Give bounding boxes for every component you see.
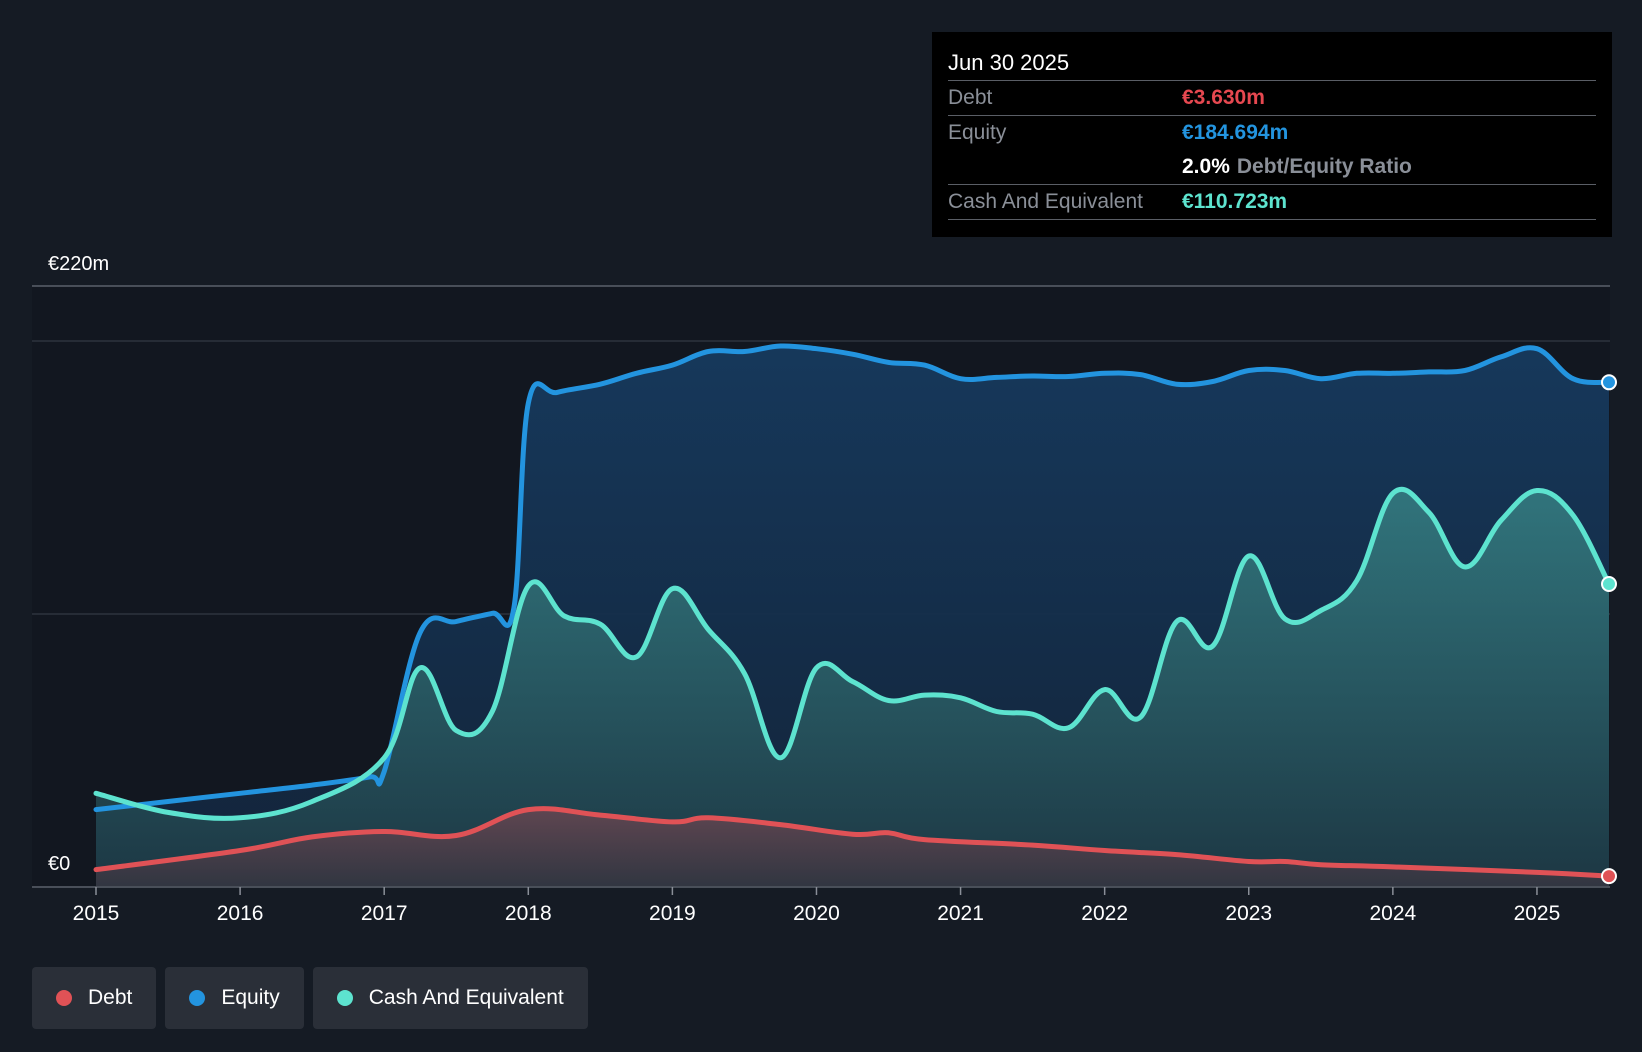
x-tick-label: 2015 <box>73 902 120 925</box>
legend-label-cash: Cash And Equivalent <box>368 986 564 1009</box>
legend: Debt Equity Cash And Equivalent <box>32 967 597 1029</box>
tooltip-ratio-value: 2.0% <box>1182 155 1230 178</box>
tooltip-cash-value: €110.723m <box>1182 190 1288 213</box>
x-tick-label: 2023 <box>1225 902 1272 925</box>
y-axis-top-label: €220m <box>48 253 109 275</box>
x-tick-label: 2021 <box>937 902 984 925</box>
tooltip-row-cash: Cash And Equivalent €110.723m <box>948 184 1596 220</box>
debt-area <box>96 808 1609 886</box>
tooltip-date: Jun 30 2025 <box>948 50 1070 75</box>
equity-line <box>93 343 1612 813</box>
equity-end-marker[interactable] <box>1601 374 1617 391</box>
tooltip-debt-value: €3.630m <box>1182 86 1265 109</box>
tooltip-cash-label: Cash And Equivalent <box>948 190 1143 213</box>
tooltip-debt-label: Debt <box>948 86 993 109</box>
tooltip-equity-value: €184.694m <box>1182 121 1289 144</box>
legend-item-equity[interactable]: Equity <box>165 967 304 1029</box>
cash-area <box>96 489 1609 886</box>
x-tick-label: 2017 <box>361 902 408 925</box>
x-tick-label: 2016 <box>217 902 264 925</box>
tooltip-panel: Jun 30 2025 Debt €3.630m Equity €184.694… <box>932 32 1612 237</box>
x-tick-label: 2019 <box>649 902 696 925</box>
legend-dot-equity <box>189 990 206 1006</box>
y-axis-zero-label: €0 <box>48 853 70 875</box>
debt-end-marker[interactable] <box>1601 868 1617 885</box>
legend-label-equity: Equity <box>221 986 280 1009</box>
cash-end-marker[interactable] <box>1601 576 1617 592</box>
tooltip-row-debt: Debt €3.630m <box>948 80 1596 115</box>
x-tick-label: 2020 <box>793 902 840 925</box>
legend-dot-cash <box>336 990 353 1006</box>
legend-label-debt: Debt <box>88 986 133 1009</box>
tooltip-ratio-label: Debt/Equity Ratio <box>1236 155 1412 178</box>
x-tick-label: 2025 <box>1514 902 1561 925</box>
tooltip-row-ratio: 2.0% Debt/Equity Ratio <box>948 150 1596 184</box>
tooltip-equity-label: Equity <box>948 121 1007 144</box>
legend-dot-debt <box>56 990 72 1006</box>
legend-item-cash[interactable]: Cash And Equivalent <box>312 967 588 1029</box>
x-tick-label: 2024 <box>1369 902 1416 925</box>
debt-line <box>93 806 1612 879</box>
legend-item-debt[interactable]: Debt <box>32 967 157 1029</box>
x-tick-label: 2022 <box>1081 902 1128 925</box>
tooltip-row-equity: Equity €184.694m <box>948 115 1596 150</box>
cash-line <box>93 486 1612 821</box>
x-tick-label: 2018 <box>505 902 552 925</box>
